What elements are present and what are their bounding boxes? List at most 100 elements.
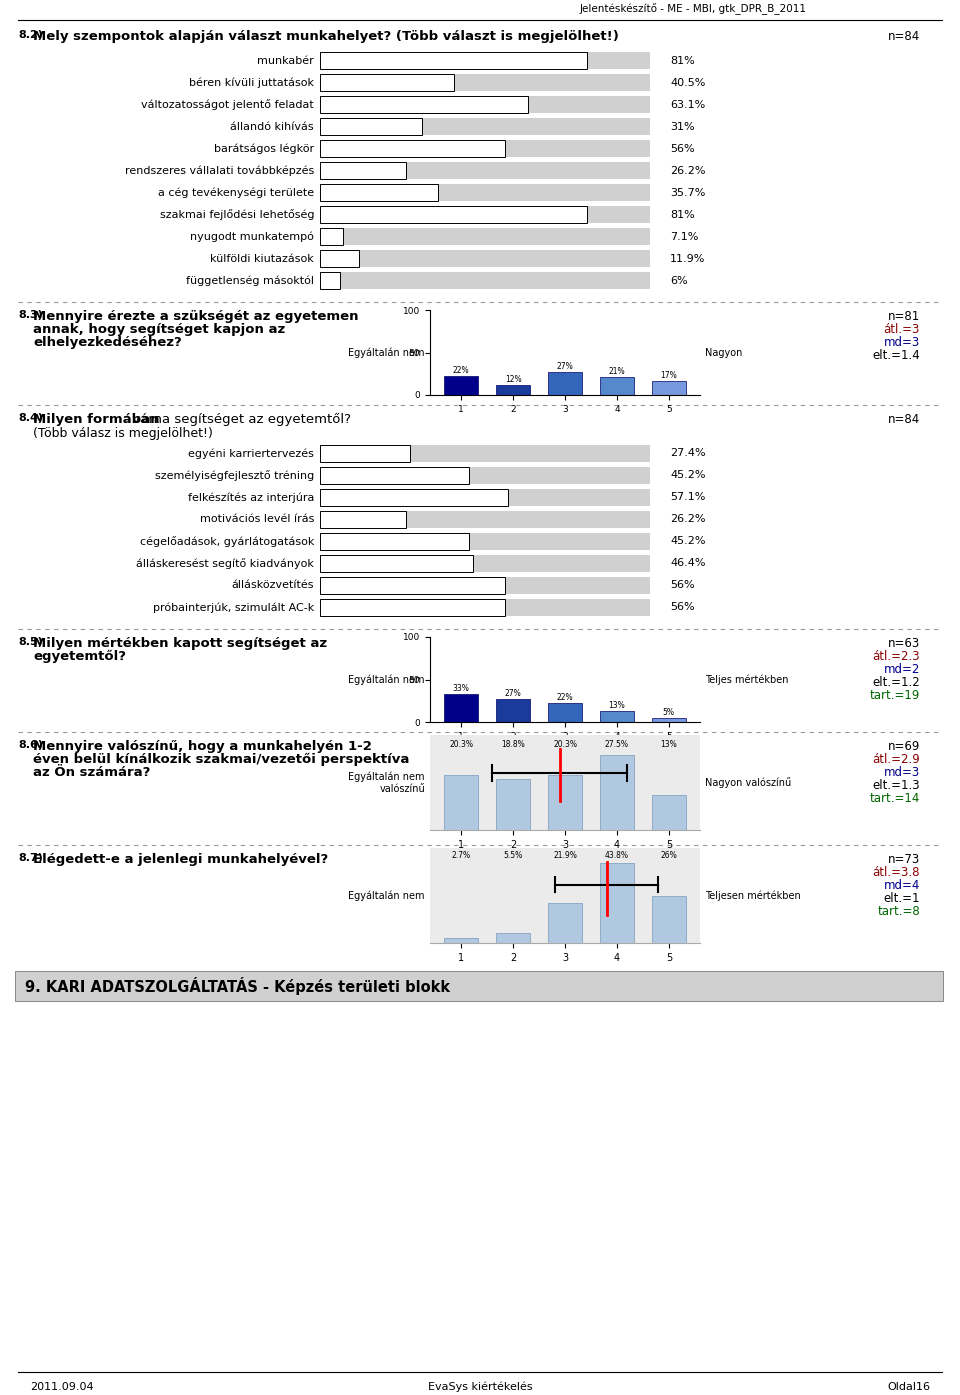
Bar	[320, 250, 359, 266]
Bar	[444, 937, 478, 943]
Bar	[320, 511, 650, 527]
Text: elt.=1.3: elt.=1.3	[873, 778, 920, 792]
Text: tart.=19: tart.=19	[870, 689, 920, 702]
Text: felkészítés az interjúra: felkészítés az interjúra	[187, 492, 314, 502]
Bar	[600, 711, 634, 723]
Text: Nagyon valószínű: Nagyon valószínű	[705, 777, 791, 788]
Text: 26.2%: 26.2%	[670, 166, 706, 176]
Text: Nagyon: Nagyon	[705, 347, 742, 357]
Text: Jelentéskészítő - ME - MBI, gtk_DPR_B_2011: Jelentéskészítő - ME - MBI, gtk_DPR_B_20…	[580, 3, 807, 15]
Bar	[320, 555, 650, 572]
Bar	[320, 555, 473, 572]
Bar	[320, 206, 650, 223]
Bar	[320, 96, 650, 113]
Text: 8.6): 8.6)	[18, 739, 43, 751]
Text: 8.4): 8.4)	[18, 413, 43, 423]
Bar	[600, 755, 634, 830]
Text: 27%: 27%	[557, 363, 573, 371]
Bar	[320, 162, 406, 179]
Text: 22%: 22%	[557, 693, 573, 703]
Bar	[496, 699, 530, 723]
Bar	[320, 578, 505, 594]
Bar	[320, 227, 650, 246]
Bar	[548, 372, 582, 395]
Text: 56%: 56%	[670, 603, 695, 612]
Text: 8.7): 8.7)	[18, 852, 43, 864]
Bar	[320, 140, 650, 158]
Text: Oldal16: Oldal16	[887, 1382, 930, 1392]
Bar	[320, 467, 469, 484]
Text: próbainterjúk, szimulált AC-k: próbainterjúk, szimulált AC-k	[153, 603, 314, 612]
Bar	[652, 896, 685, 943]
Bar	[548, 703, 582, 723]
Bar	[444, 377, 478, 395]
Bar	[444, 693, 478, 723]
Text: Egyáltalán nem: Egyáltalán nem	[348, 347, 425, 357]
Text: átl.=2.3: átl.=2.3	[873, 650, 920, 663]
Text: 8.3): 8.3)	[18, 310, 43, 319]
Bar	[496, 385, 530, 395]
Text: 20.3%: 20.3%	[553, 741, 577, 749]
Bar	[320, 140, 505, 158]
Text: 20.3%: 20.3%	[449, 741, 473, 749]
Text: függetlenség másoktól: függetlenség másoktól	[186, 275, 314, 286]
Bar	[320, 511, 406, 527]
Text: n=81: n=81	[888, 310, 920, 324]
Text: változatosságot jelentő feladat: változatosságot jelentő feladat	[141, 99, 314, 110]
Text: éven belül kínálkozik szakmai/vezetői perspektíva: éven belül kínálkozik szakmai/vezetői pe…	[33, 753, 409, 766]
Text: 27.5%: 27.5%	[605, 741, 629, 749]
Text: munkabér: munkabér	[257, 56, 314, 66]
Text: 11.9%: 11.9%	[670, 254, 706, 264]
Bar	[320, 96, 528, 113]
Text: 7.1%: 7.1%	[670, 232, 698, 241]
Bar	[600, 377, 634, 395]
Text: Mennyire valószínű, hogy a munkahelyén 1-2: Mennyire valószínű, hogy a munkahelyén 1…	[33, 739, 372, 753]
Text: nyugodt munkatempó: nyugodt munkatempó	[190, 232, 314, 241]
Text: elhelyezkedéséhez?: elhelyezkedéséhez?	[33, 336, 181, 349]
Text: állandó kihívás: állandó kihívás	[230, 121, 314, 131]
Text: egyéni karriertervezés: egyéni karriertervezés	[188, 448, 314, 459]
Bar	[320, 490, 509, 506]
Text: n=63: n=63	[888, 638, 920, 650]
Bar	[600, 864, 634, 943]
Text: Teljes mértékben: Teljes mértékben	[705, 674, 788, 685]
Text: átl.=3: átl.=3	[883, 324, 920, 336]
Text: elt.=1.2: elt.=1.2	[873, 677, 920, 689]
Text: 8.2): 8.2)	[18, 31, 43, 40]
Text: (Több válasz is megjelölhet!): (Több válasz is megjelölhet!)	[33, 427, 213, 439]
Text: 46.4%: 46.4%	[670, 558, 706, 569]
Bar	[320, 162, 650, 179]
Bar	[320, 578, 650, 594]
Bar	[320, 467, 650, 484]
Bar	[320, 533, 469, 550]
Text: 8.5): 8.5)	[18, 638, 43, 647]
Bar	[548, 903, 582, 943]
Text: 2011.09.04: 2011.09.04	[30, 1382, 94, 1392]
Text: Mely szempontok alapján választ munkahelyet? (Több választ is megjelölhet!): Mely szempontok alapján választ munkahel…	[33, 31, 619, 43]
Text: 40.5%: 40.5%	[670, 78, 706, 88]
Text: md=3: md=3	[884, 336, 920, 349]
Text: külföldi kiutazások: külföldi kiutazások	[210, 254, 314, 264]
Bar	[320, 74, 454, 91]
Text: személyiségfejlesztő tréning: személyiségfejlesztő tréning	[155, 470, 314, 481]
Text: 57.1%: 57.1%	[670, 492, 706, 502]
Bar	[652, 795, 685, 830]
Text: 35.7%: 35.7%	[670, 187, 706, 198]
Bar	[652, 381, 685, 395]
Text: Teljesen mértékben: Teljesen mértékben	[705, 890, 801, 901]
Text: 45.2%: 45.2%	[670, 470, 706, 480]
Bar	[652, 718, 685, 723]
Text: elt.=1: elt.=1	[883, 891, 920, 905]
Text: 13%: 13%	[660, 741, 677, 749]
Text: 81%: 81%	[670, 209, 695, 219]
Bar	[320, 52, 588, 68]
Bar	[320, 598, 505, 617]
Text: md=2: md=2	[883, 663, 920, 677]
Bar	[496, 933, 530, 943]
Text: Milyen formában: Milyen formában	[33, 413, 159, 425]
Text: 13%: 13%	[609, 702, 625, 710]
Text: EvaSys kiértékelés: EvaSys kiértékelés	[428, 1382, 532, 1392]
Text: 27.4%: 27.4%	[670, 449, 706, 459]
Text: Egyáltalán nem: Egyáltalán nem	[348, 674, 425, 685]
Text: 21.9%: 21.9%	[553, 851, 577, 859]
